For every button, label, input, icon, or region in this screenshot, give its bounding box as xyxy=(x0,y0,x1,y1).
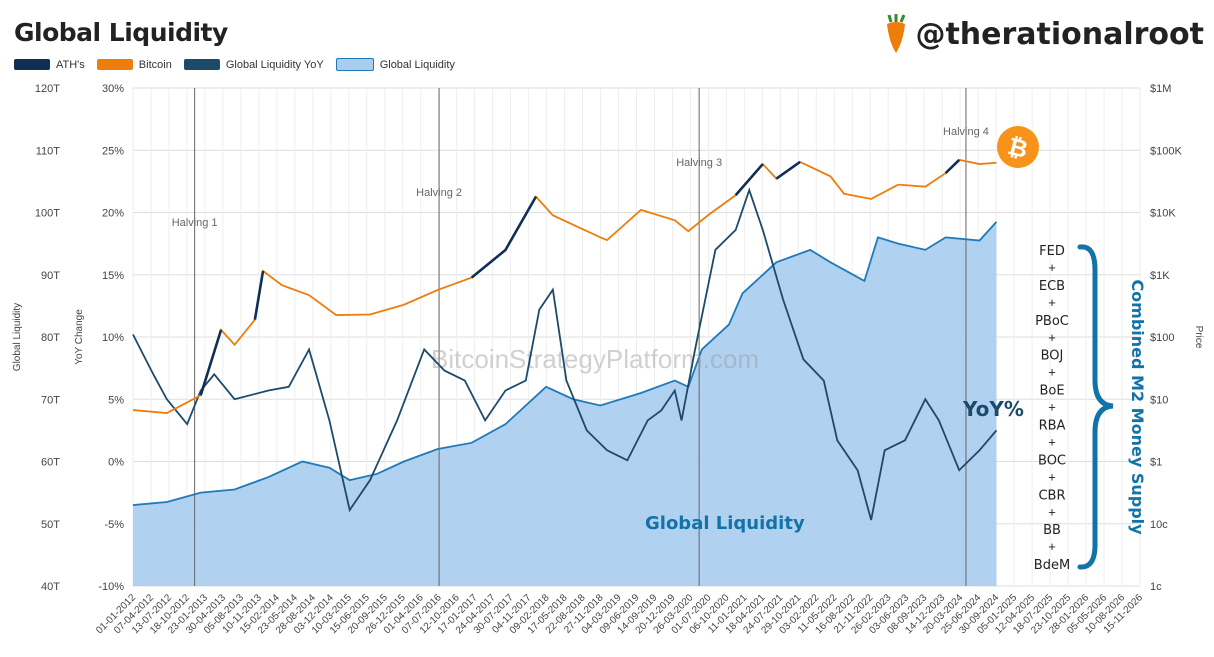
central-bank-label: BoE xyxy=(1039,384,1064,399)
plus-sign: + xyxy=(1048,400,1056,415)
y-left-tick: 120T xyxy=(35,83,60,95)
central-bank-label: PBoC xyxy=(1035,314,1069,329)
y-left-tick: 100T xyxy=(35,208,60,220)
central-bank-label: BB xyxy=(1043,523,1061,538)
y-left-tick: 110T xyxy=(36,145,61,157)
legend-swatch xyxy=(335,58,374,71)
central-bank-label: CBR xyxy=(1038,488,1065,503)
y-price-tick: $10 xyxy=(1150,394,1168,406)
plus-sign: + xyxy=(1048,504,1056,519)
plus-sign: + xyxy=(1048,330,1056,345)
ath-segment xyxy=(470,195,538,279)
y-yoy-tick: -10% xyxy=(98,581,124,593)
watermark: BitcoinStrategyPlatform.com xyxy=(431,344,759,374)
plus-sign: + xyxy=(1048,295,1056,310)
y-left-tick: 50T xyxy=(41,519,60,531)
y-price-tick: 10c xyxy=(1150,519,1168,531)
plus-sign: + xyxy=(1048,365,1056,380)
y-price-tick: $1K xyxy=(1150,270,1170,282)
halving-label: Halving 3 xyxy=(676,157,722,169)
legend-swatch xyxy=(183,59,220,70)
bitcoin-logo-icon xyxy=(997,126,1039,168)
carrot-icon xyxy=(887,14,906,53)
ath-segment xyxy=(734,163,764,197)
legend-item-ath[interactable]: ATH's xyxy=(14,59,85,71)
brand-handle: @therationalroot xyxy=(915,16,1204,52)
central-bank-label: BOJ xyxy=(1041,349,1064,364)
legend-label: Global Liquidity YoY xyxy=(225,58,324,71)
legend-label: Bitcoin xyxy=(138,58,172,71)
central-bank-label: FED xyxy=(1039,244,1065,259)
central-bank-label: ECB xyxy=(1039,279,1065,294)
y-price-tick: $1 xyxy=(1150,457,1162,469)
y-price-tick: $1M xyxy=(1150,83,1171,95)
brand: @therationalroot xyxy=(883,14,1204,54)
halving-label: Halving 2 xyxy=(416,187,462,199)
liquidity-area xyxy=(133,221,997,586)
y-left-title: Global Liquidity xyxy=(12,303,23,371)
legend-label: ATH's xyxy=(56,58,85,71)
central-bank-label: RBA xyxy=(1039,419,1066,434)
halving-label: Halving 4 xyxy=(943,126,989,138)
ath-segment xyxy=(199,329,223,396)
y-left-tick: 90T xyxy=(41,270,60,282)
plus-sign: + xyxy=(1048,435,1056,450)
legend: ATH's Bitcoin Global Liquidity YoY Globa… xyxy=(14,58,455,71)
y-yoy-tick: 5% xyxy=(108,394,124,406)
plus-sign: + xyxy=(1048,469,1056,484)
yoy-line xyxy=(132,187,998,521)
y-price-tick: $100 xyxy=(1150,332,1174,344)
plus-sign: + xyxy=(1048,539,1056,554)
y-price-tick: $100K xyxy=(1150,145,1182,157)
legend-swatch xyxy=(14,59,50,70)
y-yoy-tick: -5% xyxy=(104,519,124,531)
curly-brace xyxy=(1077,244,1114,570)
y-yoy-title: YoY Change xyxy=(74,309,85,365)
halving-label: Halving 1 xyxy=(172,217,218,229)
yoy-annotation: YoY% xyxy=(962,397,1024,421)
y-yoy-tick: 10% xyxy=(102,332,124,344)
y-yoy-tick: 20% xyxy=(102,208,124,220)
liquidity-line xyxy=(132,221,998,506)
y-left-tick: 80T xyxy=(41,332,60,344)
y-left-tick: 70T xyxy=(41,394,60,406)
y-left-tick: 60T xyxy=(41,457,60,469)
y-yoy-tick: 25% xyxy=(102,145,124,157)
legend-swatch xyxy=(96,59,133,70)
central-bank-label: BOC xyxy=(1038,453,1066,468)
ath-segment xyxy=(944,158,961,174)
legend-item-yoy[interactable]: Global Liquidity YoY xyxy=(183,58,324,71)
legend-label: Global Liquidity xyxy=(379,58,455,71)
plus-sign: + xyxy=(1048,260,1056,275)
ath-segment xyxy=(253,270,265,320)
y-yoy-tick: 30% xyxy=(102,83,124,95)
y-price-title: Price xyxy=(1193,326,1204,349)
ath-segment xyxy=(775,160,801,180)
legend-item-bitcoin[interactable]: Bitcoin xyxy=(96,58,172,71)
y-price-tick: $10K xyxy=(1150,208,1176,220)
y-price-tick: 1c xyxy=(1150,581,1162,593)
y-yoy-tick: 15% xyxy=(102,270,124,282)
y-yoy-tick: 0% xyxy=(108,457,124,469)
m2-title: Combined M2 Money Supply xyxy=(1128,279,1147,535)
page-title: Global Liquidity xyxy=(14,18,228,47)
central-bank-label: BdeM xyxy=(1034,558,1070,573)
y-left-tick: 40T xyxy=(41,581,60,593)
liquidity-annotation: Global Liquidity xyxy=(645,513,805,534)
legend-item-liquidity[interactable]: Global Liquidity xyxy=(335,58,455,71)
